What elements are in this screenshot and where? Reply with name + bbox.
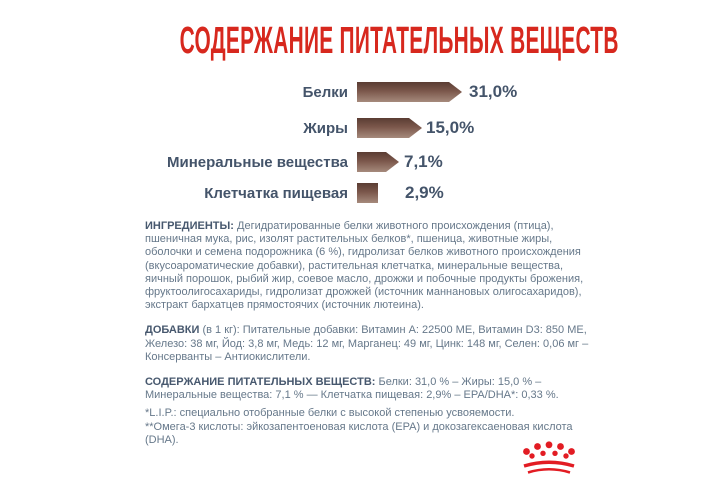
chart-category-label: Белки	[302, 83, 348, 101]
additives-label: ДОБАВКИ	[145, 324, 200, 337]
analysis-paragraph: СОДЕРЖАНИЕ ПИТАТЕЛЬНЫХ ВЕЩЕСТВ: Белки: 3…	[145, 376, 595, 402]
page-title: СОДЕРЖАНИЕ ПИТАТЕЛЬНЫХ ВЕЩЕСТВ	[0, 20, 715, 63]
analysis-label: СОДЕРЖАНИЕ ПИТАТЕЛЬНЫХ ВЕЩЕСТВ:	[145, 376, 376, 389]
chart-bar	[357, 118, 422, 138]
product-info-text: ИНГРЕДИЕНТЫ: Дегидратированные белки жив…	[145, 220, 595, 447]
footnote-lip: *L.I.P.: специально отобранные белки с в…	[145, 407, 515, 420]
ingredients-text: Дегидратированные белки животного происх…	[145, 220, 584, 312]
chart-row: Клетчатка пищевая 2,9%	[0, 183, 715, 203]
ingredients-label: ИНГРЕДИЕНТЫ:	[145, 220, 234, 232]
additives-text: (в 1 кг): Питательные добавки: Витамин A…	[145, 324, 589, 363]
chart-value-label: 7,1%	[404, 152, 443, 171]
additives-paragraph: ДОБАВКИ (в 1 кг): Питательные добавки: В…	[145, 324, 595, 364]
royal-canin-logo	[520, 441, 578, 479]
ingredients-paragraph: ИНГРЕДИЕНТЫ: Дегидратированные белки жив…	[145, 220, 595, 312]
chart-row: Минеральные вещества 7,1%	[0, 152, 715, 172]
chart-category-label: Жиры	[303, 119, 348, 137]
chart-value-label: 15,0%	[426, 118, 475, 137]
chart-bar	[357, 183, 378, 203]
chart-category-label: Минеральные вещества	[167, 153, 348, 171]
chart-row: Жиры 15,0%	[0, 118, 715, 138]
chart-category-label: Клетчатка пищевая	[204, 184, 348, 202]
chart-bar	[357, 152, 399, 172]
chart-value-label: 2,9%	[405, 183, 444, 202]
analysis-text: Белки: 31,0 % – Жиры: 15,0 % – Минеральн…	[145, 376, 559, 402]
footnote-omega3: **Омега-3 кислоты: эйкозапентоеновая кис…	[145, 420, 573, 446]
chart-value-label: 31,0%	[469, 82, 518, 101]
page-title-text: СОДЕРЖАНИЕ ПИТАТЕЛЬНЫХ ВЕЩЕСТВ	[179, 20, 619, 62]
nutrient-bar-chart: Белки 31,0% Жиры 15,0% Минеральные вещес…	[0, 82, 715, 203]
chart-bar	[357, 82, 462, 102]
chart-row: Белки 31,0%	[0, 82, 715, 102]
crown-icon	[523, 441, 575, 474]
